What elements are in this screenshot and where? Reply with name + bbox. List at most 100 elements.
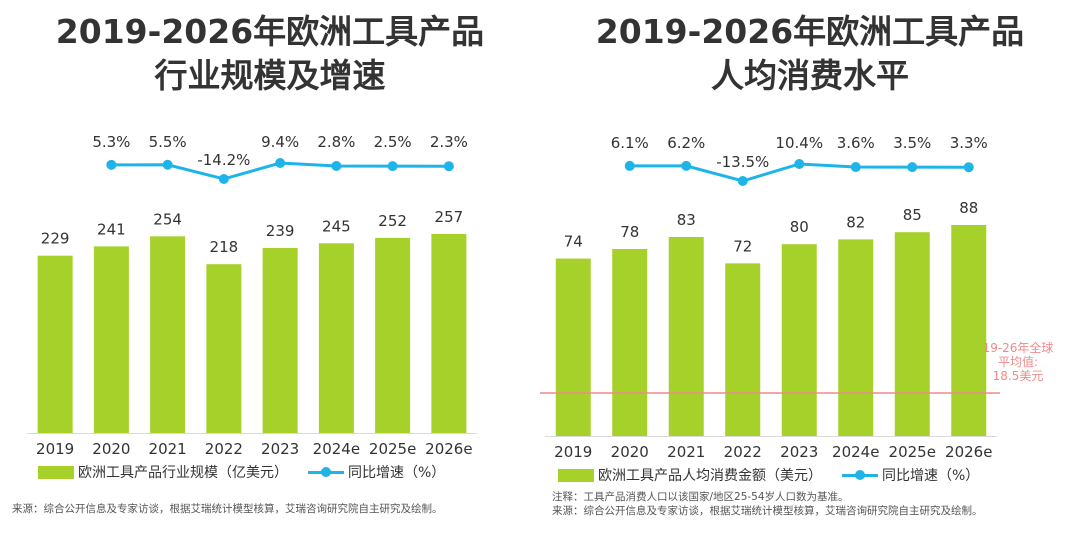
- right-legend: 欧洲工具产品人均消费金额（美元） 同比增速（%）: [558, 463, 979, 487]
- x-tick-label: 2019: [36, 440, 74, 458]
- x-tick-label: 2025e: [369, 440, 416, 458]
- bar-value-label: 72: [733, 237, 752, 255]
- growth-point: [907, 162, 918, 173]
- bar-value-label: 85: [903, 206, 922, 224]
- right-title-line1: 2019-2026年欧洲工具产品: [595, 12, 1025, 51]
- left-chart-title: 2019-2026年欧洲工具产品 行业规模及增速: [0, 10, 540, 98]
- right-chart-plot: 74 78 83 72 80 82 85 88 2019 2020 2021 2022 2023 2024…: [540, 134, 1000, 461]
- bar-2022: [725, 263, 761, 436]
- right-source-text: 来源：综合公开信息及专家访谈，根据艾瑞统计模型核算，艾瑞咨询研究院自主研究及绘制…: [552, 505, 983, 517]
- growth-value-label: 6.1%: [611, 134, 649, 152]
- growth-value-label: 2.5%: [374, 133, 412, 151]
- x-tick-label: 2023: [261, 440, 299, 458]
- x-tick-label: 2021: [667, 443, 705, 461]
- bar-2020: [93, 246, 129, 433]
- bar-value-label: 254: [153, 210, 182, 228]
- legend-line-symbol: [842, 469, 878, 482]
- growth-value-label: 2.3%: [430, 133, 468, 151]
- reference-label-line2: 平均值:: [997, 355, 1039, 369]
- growth-value-label: 3.3%: [950, 134, 988, 152]
- x-tick-label: 2024e: [832, 443, 879, 461]
- x-tick-label: 2025e: [889, 443, 936, 461]
- growth-point: [624, 160, 635, 171]
- x-tick-label: 2022: [205, 440, 243, 458]
- bar-2025e: [894, 232, 930, 436]
- left-title-line2: 行业规模及增速: [154, 56, 386, 95]
- left-legend: 欧洲工具产品行业规模（亿美元） 同比增速（%）: [38, 460, 445, 484]
- x-tick-label: 2026e: [945, 443, 992, 461]
- growth-value-label: -13.5%: [716, 153, 769, 171]
- bar-value-label: 252: [378, 212, 407, 230]
- bar-2026e: [431, 234, 467, 433]
- growth-value-label: 6.2%: [667, 134, 705, 152]
- bar-2019: [555, 258, 591, 436]
- bar-value-label: 74: [564, 233, 583, 251]
- bar-value-label: 83: [677, 211, 696, 229]
- growth-value-label: 10.4%: [775, 134, 823, 152]
- legend-bar-label: 欧洲工具产品人均消费金额（美元）: [598, 468, 822, 484]
- x-tick-label: 2023: [780, 443, 818, 461]
- right-chart-title: 2019-2026年欧洲工具产品 人均消费水平: [540, 10, 1080, 98]
- growth-value-label: -14.2%: [197, 151, 250, 169]
- legend-line-symbol: [308, 466, 344, 479]
- bar-2020: [612, 248, 648, 436]
- growth-value-label: 3.5%: [893, 134, 931, 152]
- bar-2025e: [375, 237, 411, 433]
- x-tick-label: 2026e: [425, 440, 472, 458]
- bar-2021: [150, 236, 186, 433]
- growth-point: [443, 161, 454, 172]
- reference-label-line3: 18.5美元: [992, 369, 1044, 383]
- right-source-note: 注释：工具产品消费人口以该国家/地区25-54岁人口数为基准。 来源：综合公开信…: [552, 490, 1062, 518]
- growth-point: [275, 158, 286, 168]
- growth-value-label: 5.3%: [92, 133, 130, 151]
- bar-value-label: 82: [846, 213, 865, 231]
- growth-point: [162, 159, 173, 170]
- legend-bar-swatch: [38, 465, 74, 479]
- left-chart-plot: 229 241 254 218 239 245 252 257 2019 2020 2021 2022…: [27, 133, 477, 458]
- bar-2022: [206, 264, 242, 433]
- bar-value-label: 239: [266, 222, 295, 240]
- x-tick-label: 2022: [724, 443, 762, 461]
- growth-value-label: 9.4%: [261, 133, 299, 151]
- bar-2019: [37, 255, 73, 433]
- bar-2021: [668, 236, 704, 436]
- bar-value-label: 245: [322, 217, 351, 235]
- bar-value-label: 88: [959, 199, 978, 217]
- growth-value-label: 3.6%: [837, 134, 875, 152]
- bar-2023: [262, 247, 298, 433]
- left-title-line1: 2019-2026年欧洲工具产品: [55, 12, 485, 51]
- growth-point: [106, 159, 117, 170]
- growth-point: [387, 161, 398, 172]
- bar-2024e: [838, 239, 874, 436]
- left-source-note: 来源：综合公开信息及专家访谈，根据艾瑞统计模型核算，艾瑞咨询研究院自主研究及绘制…: [12, 502, 522, 516]
- legend-bar-swatch: [558, 468, 594, 482]
- growth-point: [850, 162, 861, 173]
- legend-bar-label: 欧洲工具产品行业规模（亿美元）: [78, 465, 288, 481]
- left-source-text: 来源：综合公开信息及专家访谈，根据艾瑞统计模型核算，艾瑞咨询研究院自主研究及绘制…: [12, 503, 443, 515]
- legend-line-label: 同比增速（%）: [882, 468, 980, 484]
- x-tick-label: 2020: [611, 443, 649, 461]
- x-tick-label: 2020: [92, 440, 130, 458]
- reference-line-label: 19-26年全球 平均值: 18.5美元: [978, 341, 1058, 383]
- bar-2026e: [951, 225, 987, 436]
- reference-label-line1: 19-26年全球: [982, 341, 1054, 355]
- legend-line-label: 同比增速（%）: [348, 465, 446, 481]
- bar-2023: [781, 244, 817, 436]
- growth-value-label: 5.5%: [149, 133, 187, 151]
- right-title-line2: 人均消费水平: [711, 56, 909, 95]
- growth-point: [681, 160, 692, 171]
- left-chart-panel: 2019-2026年欧洲工具产品 行业规模及增速 229 241 254 218 239…: [0, 10, 540, 516]
- x-tick-label: 2019: [554, 443, 592, 461]
- growth-point: [218, 174, 229, 184]
- bar-value-label: 257: [435, 208, 464, 226]
- growth-value-label: 2.8%: [317, 133, 355, 151]
- growth-point: [963, 162, 974, 173]
- bar-value-label: 78: [620, 223, 639, 241]
- right-chart-panel: 2019-2026年欧洲工具产品 人均消费水平 74 78 83 72 80 82 85 88…: [540, 0, 1080, 543]
- bar-value-label: 218: [210, 238, 239, 256]
- bar-2024e: [318, 243, 354, 433]
- x-tick-label: 2024e: [313, 440, 360, 458]
- x-tick-label: 2021: [149, 440, 187, 458]
- growth-point: [794, 159, 805, 169]
- bar-value-label: 241: [97, 220, 126, 238]
